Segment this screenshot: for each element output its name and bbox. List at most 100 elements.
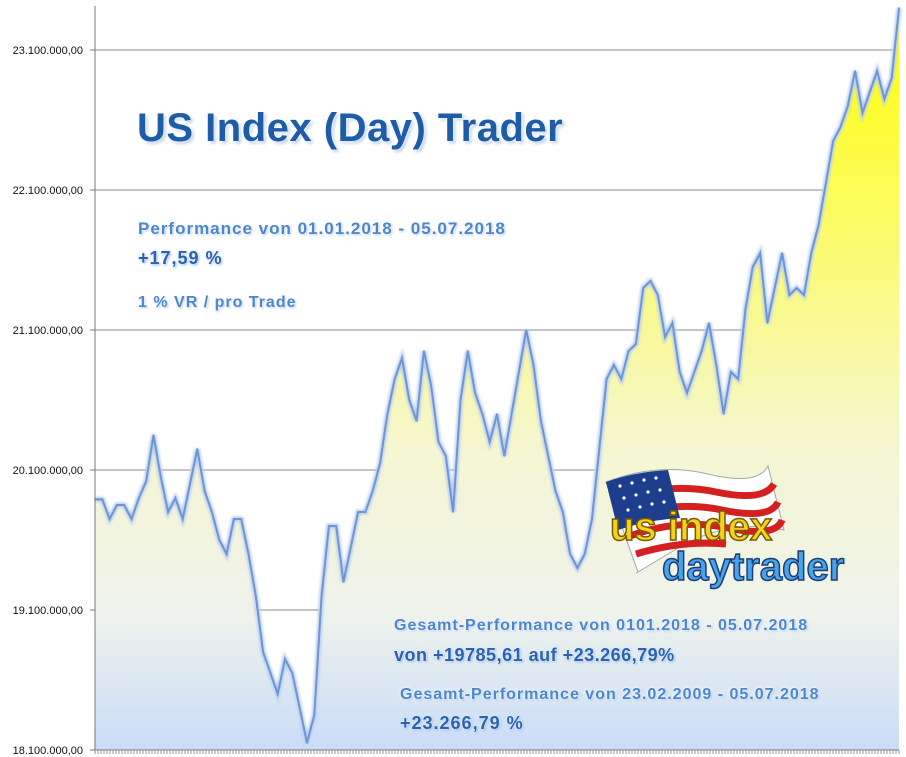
performance-value: +17,59 %: [138, 248, 223, 268]
data-point: [569, 553, 571, 555]
data-point: [781, 252, 783, 254]
data-point: [291, 672, 294, 674]
data-point: [861, 112, 864, 114]
data-point: [510, 413, 513, 415]
data-point: [591, 518, 593, 520]
data-point: [788, 294, 791, 296]
total-performance-2018-label: Gesamt-Performance von 0101.2018 - 05.07…: [394, 617, 809, 634]
data-point: [196, 448, 199, 450]
data-point: [247, 553, 250, 555]
data-point: [101, 498, 104, 501]
data-point: [357, 511, 359, 513]
data-point: [693, 371, 696, 373]
data-point: [518, 371, 520, 373]
data-point: [284, 658, 286, 660]
data-point: [810, 252, 813, 254]
data-point: [532, 364, 535, 366]
data-point: [620, 378, 623, 380]
data-point: [730, 371, 732, 373]
data-point: [708, 322, 710, 324]
data-point: [496, 413, 498, 415]
data-point: [174, 497, 177, 499]
total-performance-2009-label: Gesamt-Performance von 23.02.2009 - 05.0…: [400, 686, 820, 703]
data-point: [152, 434, 155, 436]
data-point: [817, 224, 820, 226]
total-performance-2009-value: +23.266,79 %: [400, 713, 524, 733]
data-point: [481, 413, 484, 415]
data-point: [752, 266, 754, 268]
data-point: [839, 126, 842, 128]
data-point: [379, 462, 381, 464]
data-point: [393, 378, 396, 380]
data-point: [452, 511, 454, 513]
data-point: [715, 364, 718, 366]
performance-period-label: Performance von 01.01.2018 - 05.07.2018: [138, 219, 506, 238]
data-point: [240, 518, 242, 520]
data-point: [313, 714, 316, 716]
data-point: [671, 322, 674, 324]
data-point: [437, 441, 440, 443]
us-index-daytrader-logo: us index daytrader: [598, 460, 898, 595]
data-point: [474, 392, 476, 394]
chart-title: US Index (Day) Trader: [137, 106, 564, 150]
data-point: [401, 357, 403, 359]
axes: [90, 6, 900, 754]
y-tick-label: 20.100.000,00: [13, 465, 83, 477]
data-point: [233, 518, 235, 520]
data-point: [350, 546, 352, 548]
data-point: [181, 518, 184, 520]
data-point: [328, 525, 330, 527]
data-point: [342, 581, 345, 583]
y-tick-label: 22.100.000,00: [13, 185, 83, 197]
series-area: [94, 7, 902, 750]
y-tick-label: 21.100.000,00: [13, 325, 83, 337]
data-point: [737, 378, 739, 380]
data-point: [167, 511, 169, 513]
data-point: [876, 70, 878, 72]
data-point: [547, 455, 549, 457]
data-point: [276, 693, 279, 695]
data-point: [255, 595, 257, 597]
y-tick-label: 23.100.000,00: [13, 45, 83, 57]
data-point: [832, 140, 834, 142]
data-point: [883, 98, 886, 100]
data-point: [467, 350, 469, 352]
data-point: [138, 497, 140, 499]
data-point: [554, 490, 557, 492]
data-point: [203, 490, 206, 492]
logo-line2: daytrader: [662, 545, 844, 589]
data-point: [847, 105, 849, 107]
data-point: [269, 672, 272, 674]
data-point: [335, 525, 338, 527]
data-point: [108, 518, 111, 520]
y-tick-label: 18.100.000,00: [13, 745, 83, 757]
data-point: [766, 322, 769, 324]
data-point: [423, 350, 425, 352]
data-point: [649, 280, 652, 282]
data-point: [306, 742, 308, 744]
data-point: [678, 371, 681, 373]
data-point: [890, 77, 893, 79]
data-point: [364, 511, 367, 513]
data-point: [576, 567, 579, 569]
data-point: [898, 7, 900, 9]
risk-per-trade-label: 1 % VR / pro Trade: [138, 294, 297, 311]
series-area-fill: [95, 8, 899, 750]
data-point: [488, 441, 491, 443]
data-point: [869, 91, 871, 93]
data-point: [525, 329, 527, 331]
data-point: [722, 413, 725, 415]
data-point: [657, 294, 659, 296]
data-point: [686, 392, 688, 394]
data-point: [320, 595, 323, 597]
data-point: [795, 287, 798, 289]
data-point: [386, 413, 389, 415]
data-point: [613, 364, 615, 366]
data-point: [773, 287, 776, 289]
data-point: [160, 476, 162, 478]
y-tick-label: 19.100.000,00: [13, 605, 83, 617]
data-point: [540, 420, 542, 422]
data-point: [759, 252, 761, 254]
